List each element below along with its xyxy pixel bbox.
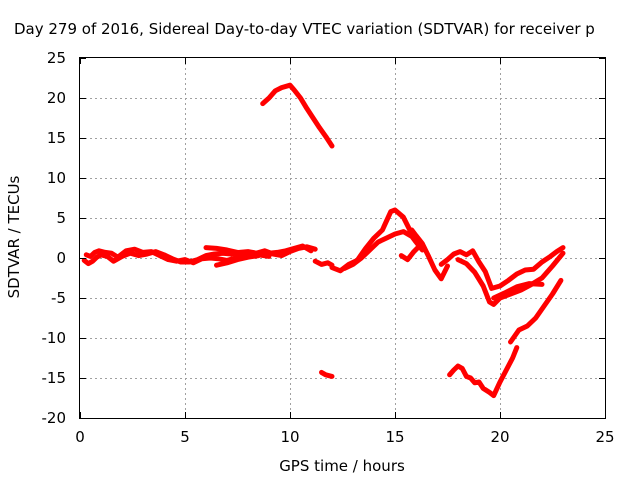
sdtvar-trace	[455, 250, 566, 307]
sdtvar-trace	[438, 245, 566, 291]
y-tick-label: -20	[42, 409, 67, 427]
sdtvar-trace	[398, 242, 423, 263]
sdtvar-trace	[491, 281, 545, 301]
sdtvar-trace	[83, 243, 314, 266]
sdtvar-trace	[214, 253, 261, 268]
y-tick-label: 15	[47, 129, 66, 147]
x-tick-label: 25	[595, 428, 614, 446]
y-tick-label: -10	[42, 329, 67, 347]
x-axis-title: GPS time / hours	[279, 457, 405, 475]
x-tick-label: 0	[75, 428, 85, 446]
chart-title: Day 279 of 2016, Sidereal Day-to-day VTE…	[14, 20, 595, 38]
sdtvar-trace	[260, 82, 335, 149]
axis-ticks: 0 5 10 15 20 25 -20 -15 -10 -5 0 5 10 15 20 25	[42, 49, 615, 446]
y-tick-label: 25	[47, 49, 66, 67]
y-tick-label: -15	[42, 369, 67, 387]
plot-frame	[79, 57, 606, 419]
x-tick-label: 5	[180, 428, 190, 446]
x-tick-label: 15	[385, 428, 404, 446]
y-axis-title: SDTVAR / TECUs	[5, 175, 23, 298]
sdtvar-trace	[409, 227, 450, 282]
y-tick-label: 20	[47, 89, 66, 107]
sdtvar-trace	[342, 229, 425, 271]
x-tick-label: 20	[490, 428, 509, 446]
x-tick-label: 10	[280, 428, 299, 446]
sdtvar-trace	[312, 258, 335, 268]
y-tick-label: 5	[56, 209, 66, 227]
data-traces	[81, 82, 566, 399]
y-tick-label: 10	[47, 169, 66, 187]
sdtvar-trace	[319, 369, 335, 379]
y-tick-label: -5	[51, 289, 66, 307]
grid-lines	[80, 58, 605, 418]
y-tick-label: 0	[56, 249, 66, 267]
sdtvar-trace	[447, 345, 520, 399]
sdtvar-trace	[508, 277, 564, 345]
